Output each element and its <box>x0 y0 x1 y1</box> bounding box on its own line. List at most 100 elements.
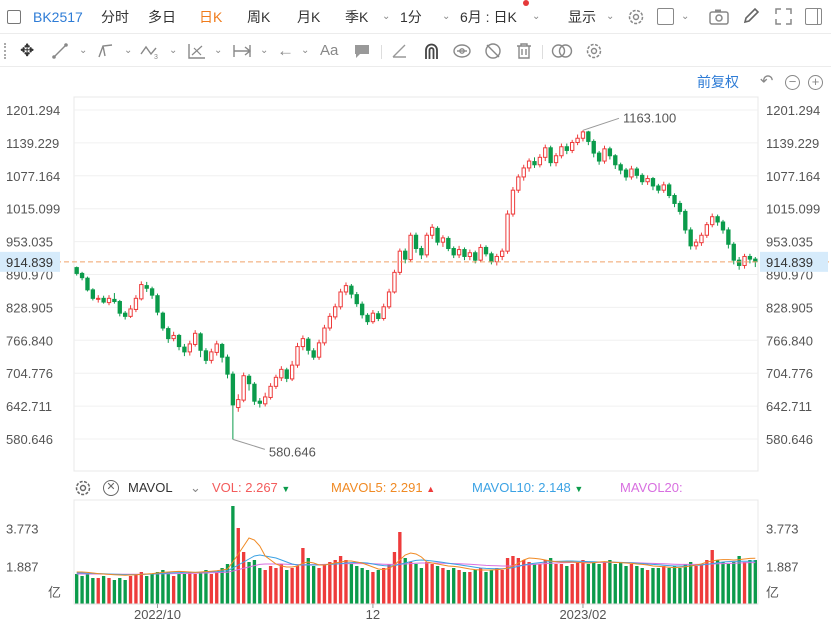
sidebar-icon[interactable] <box>805 8 822 25</box>
volume-bar <box>478 568 483 604</box>
legend-vol-label: VOL: <box>212 480 242 495</box>
chevron-down-icon[interactable]: ⌄ <box>301 45 310 56</box>
chevron-down-icon[interactable]: ⌄ <box>79 45 88 56</box>
measure-tool-icon[interactable] <box>187 42 207 60</box>
volume-bar <box>748 560 752 604</box>
candle <box>456 245 462 259</box>
tab-period-1[interactable]: 多日 <box>148 9 176 25</box>
candle <box>607 146 613 160</box>
candle-body <box>386 291 392 308</box>
tab-period-2[interactable]: 日K <box>199 9 223 25</box>
candle-body <box>349 285 354 295</box>
volume-bar <box>602 562 607 604</box>
volume-bar <box>651 568 655 604</box>
settings-icon[interactable] <box>585 42 603 60</box>
candle-body <box>467 252 473 257</box>
chevron-down-icon[interactable]: ⌄ <box>190 480 201 495</box>
text-tool-icon[interactable]: Aa <box>320 42 339 59</box>
price-tick-label: 580.646 <box>6 432 53 447</box>
chevron-down-icon[interactable]: ⌄ <box>260 45 269 56</box>
indicator-settings-icon[interactable] <box>74 479 92 497</box>
volume-bar <box>392 552 397 604</box>
chevron-down-icon[interactable]: ⌄ <box>214 45 223 56</box>
close-icon[interactable]: ✕ <box>103 480 119 496</box>
range-tool-icon[interactable] <box>232 43 252 59</box>
undo-icon[interactable]: ↶ <box>760 73 774 90</box>
tab-period-5[interactable]: 季K <box>345 9 369 25</box>
chevron-down-icon[interactable]: ⌄ <box>606 11 615 22</box>
chevron-down-icon[interactable]: ⌄ <box>532 11 541 22</box>
low-pointer <box>232 438 266 450</box>
chevron-down-icon[interactable]: ⌄ <box>169 45 178 56</box>
square-icon[interactable] <box>657 8 674 25</box>
price-tick-label: 766.840 <box>766 333 813 348</box>
candle-body <box>419 248 424 256</box>
volume-bar <box>295 566 300 604</box>
wave-tool-icon[interactable]: 3 <box>140 42 160 60</box>
volume-bar <box>624 566 628 604</box>
candle <box>446 236 451 252</box>
pencil-icon[interactable] <box>742 7 760 25</box>
move-icon[interactable]: ✥ <box>20 41 35 60</box>
candle <box>376 311 381 322</box>
candle-body <box>306 338 311 351</box>
candle-body <box>284 369 289 379</box>
magnet-icon[interactable] <box>423 42 440 60</box>
candle-body <box>144 285 149 289</box>
trash-icon[interactable] <box>516 42 532 60</box>
line-tool-icon[interactable] <box>52 43 68 59</box>
zoom-out-icon[interactable]: − <box>785 75 800 90</box>
range-selector[interactable]: 6月 : 日K <box>460 9 517 25</box>
fullscreen-icon[interactable] <box>775 8 792 25</box>
candle-body <box>456 249 462 256</box>
candle <box>333 303 338 320</box>
volume-bar <box>215 572 219 604</box>
lock-drawing-icon[interactable] <box>452 42 472 60</box>
candle-body <box>666 184 672 197</box>
candle <box>306 337 311 355</box>
chevron-down-icon[interactable]: ⌄ <box>124 45 133 56</box>
candle-body <box>333 306 338 318</box>
hide-drawing-icon[interactable] <box>484 42 502 60</box>
volume-bar <box>505 558 510 604</box>
comment-icon[interactable] <box>354 44 370 59</box>
tab-period-4[interactable]: 月K <box>297 9 321 25</box>
arrow-left-icon[interactable]: ← <box>277 41 294 60</box>
candle-body <box>742 255 747 266</box>
volume-bar <box>403 558 407 604</box>
chevron-down-icon[interactable]: ⌄ <box>382 11 391 22</box>
display-menu[interactable]: 显示 <box>568 9 596 25</box>
gear-icon[interactable] <box>627 8 645 26</box>
tab-period-3[interactable]: 周K <box>247 9 271 25</box>
panel-icon[interactable] <box>7 10 21 24</box>
chevron-down-icon[interactable]: ⌄ <box>681 11 690 22</box>
candle <box>365 313 370 325</box>
candle-body <box>327 315 332 329</box>
symbol-code[interactable]: BK2517 <box>33 9 83 25</box>
zoom-in-icon[interactable]: + <box>808 75 823 90</box>
candle <box>489 251 494 265</box>
tab-period-6[interactable]: 1分 <box>400 9 422 25</box>
camera-icon[interactable] <box>709 8 729 26</box>
candle-body <box>133 297 139 310</box>
candle-body <box>575 137 580 143</box>
chevron-down-icon[interactable]: ⌄ <box>442 11 451 22</box>
candle <box>203 348 209 365</box>
legend-ma10-label: MAVOL10: <box>472 480 535 495</box>
price-adjust-button[interactable]: 前复权 <box>697 74 739 90</box>
candle <box>634 166 639 179</box>
volume-bar <box>425 562 429 604</box>
compare-icon[interactable] <box>551 43 573 59</box>
volume-bar <box>705 560 709 604</box>
volume-bar <box>268 566 273 604</box>
angle-icon[interactable] <box>391 43 407 59</box>
volume-bar <box>349 564 354 604</box>
indicator-name[interactable]: MAVOL <box>128 480 173 495</box>
channel-tool-icon[interactable] <box>97 43 115 59</box>
drag-handle-icon[interactable] <box>4 43 10 59</box>
tab-period-0[interactable]: 分时 <box>101 9 129 25</box>
volume-bar <box>570 564 574 604</box>
volume-bar <box>247 562 251 604</box>
legend-ma20: MAVOL20: <box>620 480 683 495</box>
